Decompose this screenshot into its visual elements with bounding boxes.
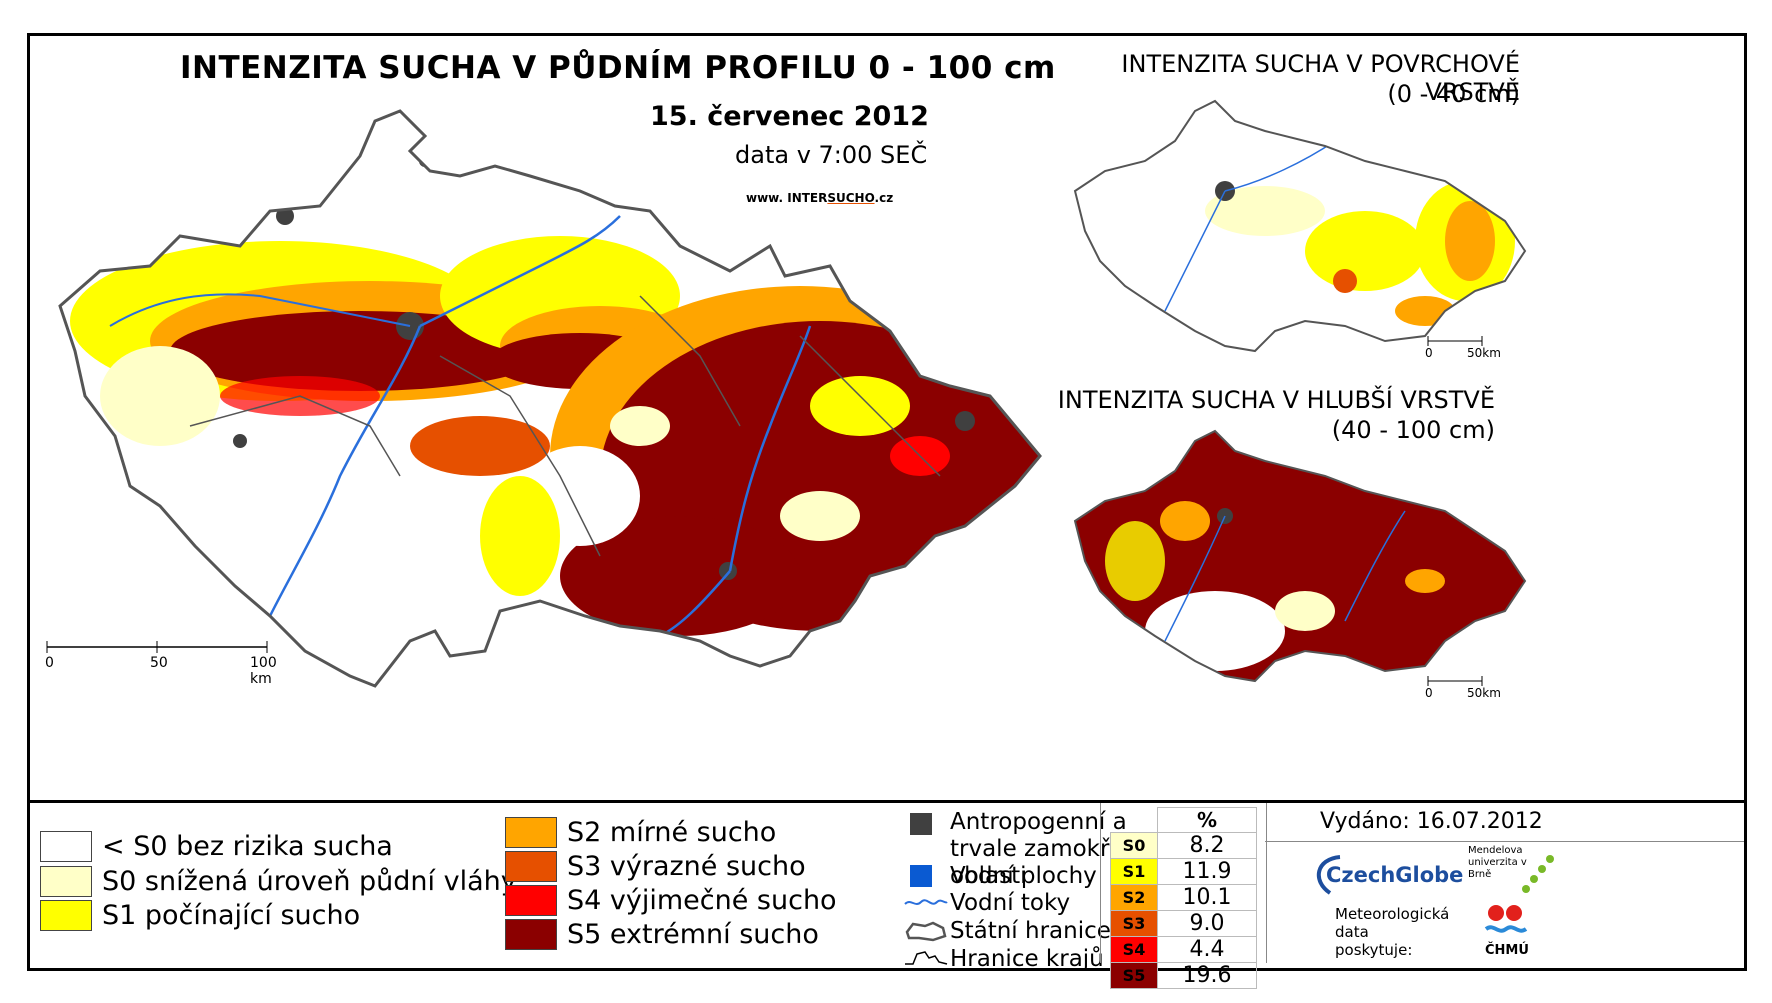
inset-top-map xyxy=(1073,99,1527,353)
inset-top-scale: 0 50km xyxy=(1425,336,1501,360)
czechglobe-logo: CzechGlobe xyxy=(1310,853,1463,903)
data-time-note: data v 7:00 SEČ xyxy=(735,141,928,169)
percent-class-cell: S3 xyxy=(1110,910,1158,937)
issued-box: Vydáno: 16.07.2012 xyxy=(1265,803,1744,842)
inset-bottom-scale: 0 50km xyxy=(1425,676,1501,700)
map-frame: INTENZITA SUCHA V PŮDNÍM PROFILU 0 - 100… xyxy=(27,33,1747,989)
inset-bottom-title: INTENZITA SUCHA V HLUBŠÍ VRSTVĚ xyxy=(1057,386,1495,414)
legend-symbol-rivers: Vodní toky xyxy=(903,890,1070,917)
percent-row-s1: S1 11.9 xyxy=(1110,858,1257,885)
percent-class-cell: S1 xyxy=(1110,858,1158,885)
percent-row-s0: S0 8.2 xyxy=(1110,832,1257,859)
legend-class-s2: S2 mírné sucho xyxy=(505,817,776,848)
legend-class-s0: S0 snížená úroveň půdní vláhy xyxy=(40,866,517,897)
data-provider-note: Meteorologická data poskytuje: xyxy=(1335,905,1450,959)
legend-swatch xyxy=(40,831,92,862)
main-map-title: INTENZITA SUCHA V PŮDNÍM PROFILU 0 - 100… xyxy=(180,50,1056,86)
issued-date: Vydáno: 16.07.2012 xyxy=(1320,809,1543,834)
state-border-icon xyxy=(905,921,947,942)
chmu-label: ČHMÚ xyxy=(1485,943,1529,958)
legend-swatch xyxy=(505,919,557,950)
river-line-icon xyxy=(904,899,948,905)
legend-class-s5: S5 extrémní sucho xyxy=(505,919,819,950)
percent-class-cell: S0 xyxy=(1110,832,1158,859)
legend-swatch xyxy=(40,866,92,897)
percent-row-s3: S3 9.0 xyxy=(1110,910,1257,937)
main-scale-bar: 0 50 100 km xyxy=(45,641,285,687)
percent-row-s2: S2 10.1 xyxy=(1110,884,1257,911)
main-drought-map xyxy=(58,109,1042,688)
legend-swatch xyxy=(505,851,557,882)
legend-class-none: < S0 bez rizika sucha xyxy=(40,831,393,862)
percent-table: % S0 8.2 S1 11.9 S2 10.1 S3 9.0 S4 4.4 xyxy=(1110,807,1257,989)
mendel-logo-text: Mendelova univerzita v Brně xyxy=(1468,845,1527,880)
percent-row-s4: S4 4.4 xyxy=(1110,936,1257,963)
website-link[interactable]: www. INTERSUCHO.cz xyxy=(746,191,894,205)
inset-bottom-depth: (40 - 100 cm) xyxy=(1331,416,1495,444)
map-date: 15. červenec 2012 xyxy=(650,101,929,132)
website-brand: SUCHO xyxy=(827,191,875,205)
percent-class-cell: S5 xyxy=(1110,962,1158,989)
legend-swatch xyxy=(505,885,557,916)
inset-top-depth: (0 - 40 cm) xyxy=(1387,80,1520,108)
scale-bar-graphic xyxy=(46,641,268,653)
legend-symbol-region-border: Hranice krajů xyxy=(903,946,1104,973)
chmu-logo-icon xyxy=(1484,905,1528,933)
dark-square-icon xyxy=(910,813,932,835)
legend-panel: < S0 bez rizika sucha S0 snížená úroveň … xyxy=(30,800,1744,989)
legend-symbol-state-border: Státní hranice xyxy=(903,918,1111,945)
blue-square-icon xyxy=(910,865,932,887)
legend-swatch xyxy=(505,817,557,848)
mendel-dots-icon xyxy=(1522,855,1554,893)
inset-top-title: INTENZITA SUCHA V POVRCHOVÉ VRSTVĚ xyxy=(1121,50,1520,106)
legend-class-s1: S1 počínající sucho xyxy=(40,900,360,931)
percent-class-cell: S4 xyxy=(1110,936,1158,963)
map-area: INTENZITA SUCHA V PŮDNÍM PROFILU 0 - 100… xyxy=(30,36,1744,800)
percent-class-cell: S2 xyxy=(1110,884,1158,911)
legend-swatch xyxy=(40,900,92,931)
region-border-icon xyxy=(905,951,948,965)
percent-row-s5: S5 19.6 xyxy=(1110,962,1257,989)
legend-class-s4: S4 výjimečné sucho xyxy=(505,885,837,916)
percent-table-header: % xyxy=(1110,807,1257,833)
inset-bottom-map xyxy=(1073,429,1527,683)
percent-table-frame xyxy=(1100,803,1267,963)
legend-symbol-water-bodies: Vodní plochy xyxy=(910,863,1097,890)
legend-class-s3: S3 výrazné sucho xyxy=(505,851,806,882)
